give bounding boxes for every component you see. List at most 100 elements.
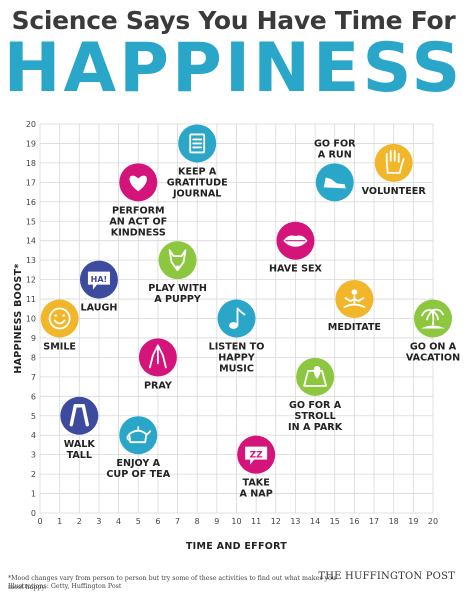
y-tick-label: 8: [31, 353, 36, 362]
activity-label: A PUPPY: [154, 294, 202, 305]
x-tick-label: 5: [136, 517, 141, 526]
footnote: *Mood changes vary from person to person…: [8, 575, 336, 591]
activity-label: MUSIC: [219, 364, 254, 375]
y-tick-label: 17: [26, 178, 36, 187]
x-tick-label: 2: [77, 517, 82, 526]
activity-marker: [60, 396, 99, 435]
x-tick-label: 20: [428, 517, 438, 526]
activity-label: SMILE: [43, 342, 76, 353]
activity-point: MEDITATE: [328, 280, 381, 333]
title-line2: HAPPINESS: [3, 29, 464, 108]
activity-marker: [119, 416, 158, 455]
music-note-icon: [229, 307, 246, 329]
map-pin-icon: [303, 365, 327, 387]
x-tick-label: 12: [271, 517, 281, 526]
y-tick-label: 2: [31, 470, 36, 479]
activity-point: HAVE SEX: [269, 221, 323, 275]
y-tick-label: 6: [31, 392, 36, 401]
x-tick-label: 11: [251, 517, 261, 526]
activity-point: PRAY: [138, 338, 177, 391]
activity-label: ENJOY A: [116, 458, 160, 469]
y-tick-label: 13: [26, 256, 36, 265]
walking-legs-icon: [69, 404, 89, 427]
activity-label: CUP OF TEA: [106, 469, 170, 480]
activity-marker: [296, 357, 335, 396]
x-tick-label: 16: [349, 517, 359, 526]
activity-label: VOLUNTEER: [362, 186, 427, 197]
y-tick-label: 0: [31, 509, 36, 518]
x-tick-label: 8: [195, 517, 200, 526]
activity-label: TALL: [67, 450, 92, 461]
y-tick-label: 16: [26, 198, 36, 207]
activity-label: LISTEN TO: [209, 342, 265, 353]
palm-island-icon: [421, 308, 445, 329]
activity-label: PERFORM: [112, 205, 165, 216]
y-tick-label: 4: [31, 431, 36, 440]
praying-hands-icon: [149, 344, 167, 369]
activity-marker: [374, 143, 413, 182]
activity-label: PLAY WITH: [148, 283, 207, 294]
y-tick-label: 9: [31, 334, 36, 343]
activity-marker: [158, 241, 197, 280]
meditating-person-icon: [343, 289, 366, 308]
activity-point: HA! LAUGH: [79, 260, 118, 314]
activity-label: A RUN: [318, 149, 352, 160]
activity-label: GO ON A: [410, 342, 457, 353]
activity-label: PRAY: [144, 380, 173, 391]
activity-label: MEDITATE: [328, 322, 381, 333]
x-tick-label: 17: [369, 517, 379, 526]
activity-label: VACATION: [406, 353, 460, 364]
activity-label: TAKE: [243, 478, 270, 489]
y-tick-label: 19: [26, 139, 36, 148]
teapot-icon: [126, 426, 152, 444]
activity-label: HAPPY: [218, 353, 256, 364]
notebook-icon: [189, 133, 206, 154]
illustration-credit: Illustrations: Getty, Huffington Post: [8, 583, 122, 590]
activity-label: IN A PARK: [288, 422, 343, 433]
x-tick-label: 18: [389, 517, 399, 526]
x-tick-label: 9: [214, 517, 219, 526]
y-tick-label: 20: [26, 120, 36, 129]
y-tick-label: 7: [31, 373, 36, 382]
y-axis-label: HAPPINESS BOOST*: [13, 263, 24, 373]
x-tick-label: 1: [57, 517, 62, 526]
activity-label: JOURNAL: [172, 188, 221, 199]
svg-text:HA!: HA!: [91, 275, 108, 284]
y-tick-label: 14: [26, 237, 36, 246]
activity-label: KINDNESS: [111, 227, 166, 238]
y-tick-label: 18: [26, 159, 36, 168]
y-tick-label: 15: [26, 217, 36, 226]
x-tick-label: 0: [37, 517, 42, 526]
x-tick-label: 7: [175, 517, 180, 526]
publisher-brand: THE HUFFINGTON POST: [318, 571, 455, 582]
smiling-face-icon: [48, 307, 71, 330]
puppy-icon: [168, 249, 187, 272]
activity-label: GO FOR A: [289, 400, 342, 411]
x-tick-label: 14: [310, 517, 320, 526]
zzz-sleep-icon: ZZ: [245, 446, 268, 465]
activity-label: A NAP: [240, 489, 273, 500]
y-tick-label: 1: [31, 490, 36, 499]
raised-hand-icon: [385, 150, 405, 174]
activity-point: SMILE: [40, 299, 79, 353]
activity-marker: [217, 299, 256, 338]
activity-point: VOLUNTEER: [362, 143, 427, 197]
activity-label: GRATITUDE: [167, 177, 228, 188]
y-tick-label: 5: [31, 412, 36, 421]
x-tick-label: 3: [96, 517, 101, 526]
svg-text:ZZ: ZZ: [250, 451, 264, 461]
y-tick-label: 10: [26, 315, 36, 324]
sneaker-icon: [323, 177, 346, 189]
y-tick-label: 11: [26, 295, 36, 304]
heart-icon: [129, 175, 147, 192]
